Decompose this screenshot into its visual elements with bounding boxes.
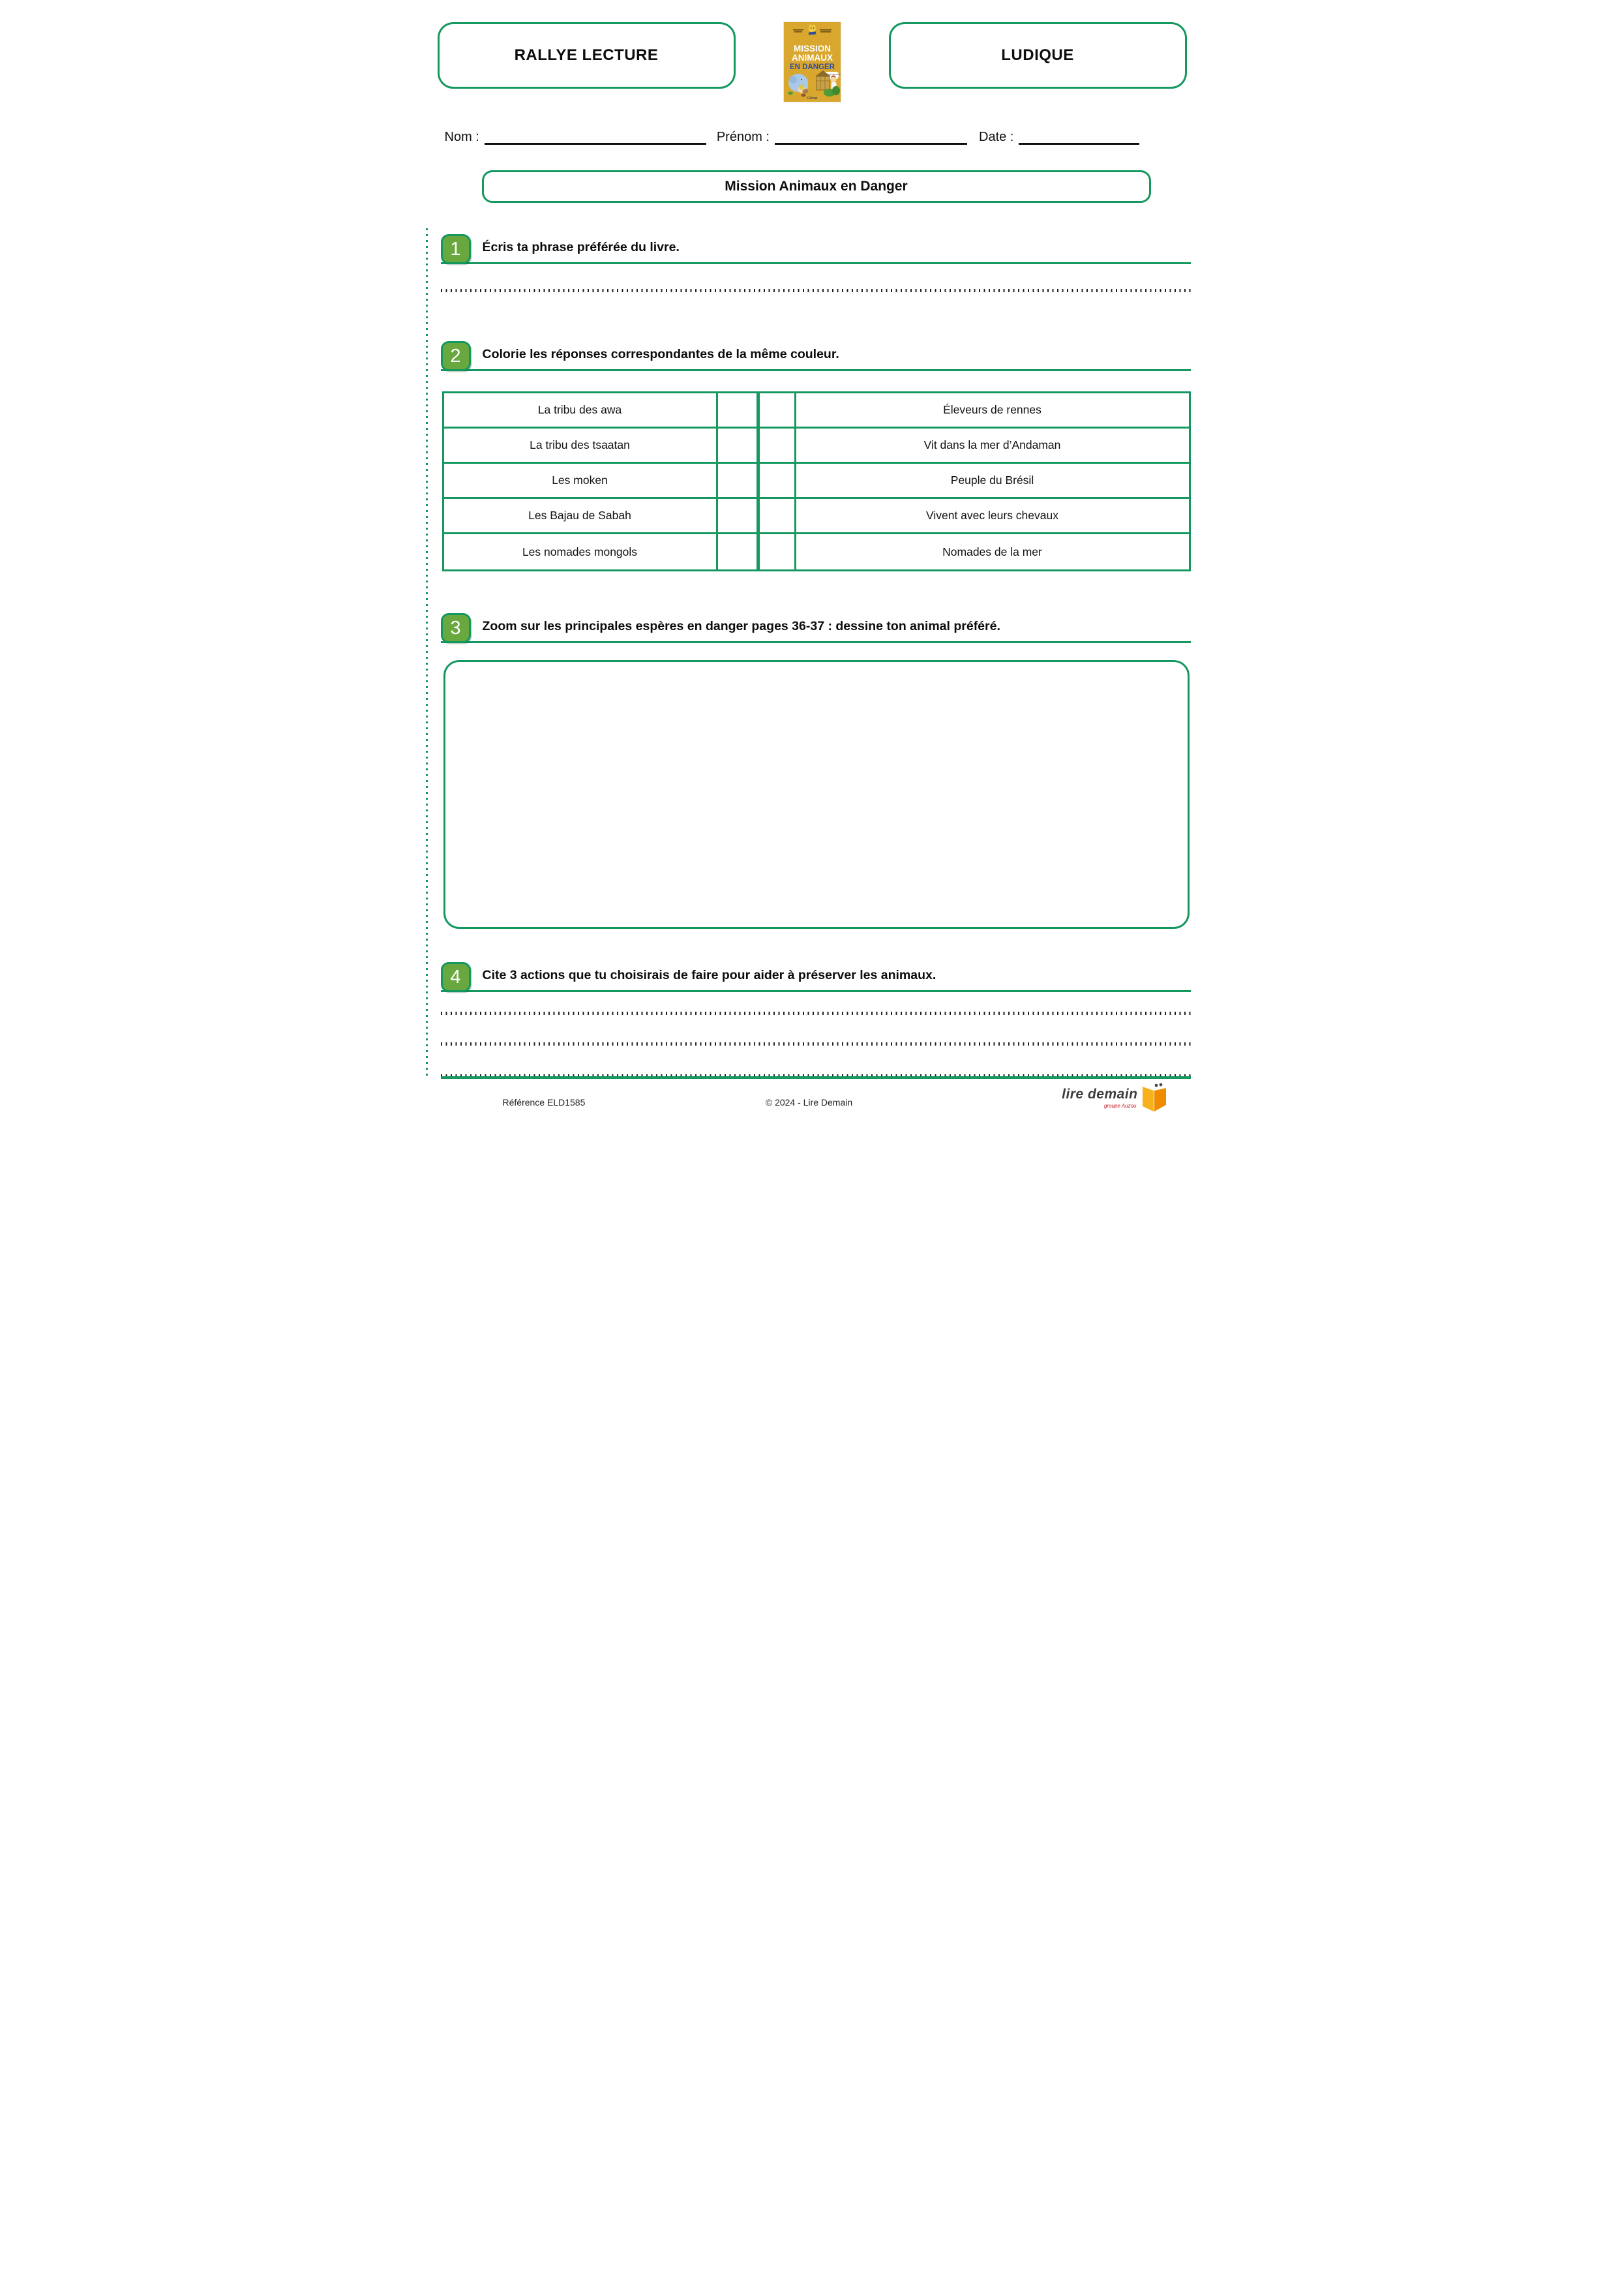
color-box-left <box>717 464 757 499</box>
author-credit-right-mark <box>819 29 831 31</box>
lire-demain-logo: lire demain groupe Auzou <box>1062 1083 1167 1115</box>
ludique-label: LUDIQUE <box>1001 46 1074 64</box>
rallye-lecture-label: RALLYE LECTURE <box>514 46 659 64</box>
worksheet-page: RALLYE LECTURE MISSION ANIMAUX EN DANGER <box>404 0 1214 1148</box>
question-4-number-badge: 4 <box>440 962 471 992</box>
rallye-lecture-badge: RALLYE LECTURE <box>437 22 736 89</box>
cover-title-line2: ANIMAUX <box>792 53 833 63</box>
nom-label: Nom : <box>444 130 479 144</box>
cover-publisher: Glénat <box>807 97 817 100</box>
table-gap <box>756 499 760 534</box>
answer-line-q4-1 <box>440 1012 1191 1015</box>
book-title: Mission Animaux en Danger <box>725 179 908 194</box>
table-cell-left: La tribu des tsaatan <box>443 429 718 464</box>
logo-group-label: groupe Auzou <box>1103 1103 1137 1109</box>
question-2-heading: 2 Colorie les réponses correspondantes d… <box>440 339 1191 371</box>
left-dashed-rule <box>425 228 428 1076</box>
table-cell-right: Vivent avec leurs chevaux <box>796 499 1189 534</box>
cat-logo-icon <box>808 23 816 35</box>
author-credit-left-mark <box>792 29 803 31</box>
svg-text:Engage-toi pour les sauver !: Engage-toi pour les sauver ! <box>818 73 841 76</box>
table-gap <box>757 534 760 569</box>
table-cell-right: Peuple du Brésil <box>796 464 1189 499</box>
matching-table: La tribu des awa Éleveurs de rennes La t… <box>442 391 1191 571</box>
open-book-icon <box>1142 1083 1166 1111</box>
cover-title-line3: EN DANGER <box>789 63 835 71</box>
question-3-text: Zoom sur les principales espères en dang… <box>482 618 1000 633</box>
cover-illustration <box>787 70 840 97</box>
prenom-label: Prénom : <box>716 130 770 144</box>
table-gap <box>756 464 760 499</box>
question-4-heading: 4 Cite 3 actions que tu choisirais de fa… <box>440 960 1191 992</box>
table-cell-left: La tribu des awa <box>443 393 718 429</box>
answer-line-q4-2 <box>440 1042 1191 1046</box>
table-cell-left: Les moken <box>443 464 718 499</box>
question-3-number: 3 <box>450 617 461 639</box>
prenom-write-line <box>775 129 967 145</box>
color-box-left <box>717 393 757 429</box>
question-3-number-badge: 3 <box>440 613 471 643</box>
color-box-left <box>717 429 757 464</box>
question-1-number: 1 <box>450 238 461 260</box>
footer-reference: Référence ELD1585 <box>502 1097 586 1108</box>
table-cell-right: Vit dans la mer d’Andaman <box>796 429 1189 464</box>
question-1-number-badge: 1 <box>440 234 471 264</box>
date-label: Date : <box>979 130 1014 144</box>
question-2-text: Colorie les réponses correspondantes de … <box>482 346 839 361</box>
color-box-right <box>759 429 796 464</box>
table-cell-right: Éleveurs de rennes <box>796 393 1189 429</box>
question-2-number: 2 <box>450 345 461 367</box>
logo-wordmark: lire demain <box>1062 1087 1138 1102</box>
question-4-text: Cite 3 actions que tu choisirais de fair… <box>482 967 936 982</box>
question-1-heading: 1 Écris ta phrase préférée du livre. <box>440 232 1191 264</box>
footer-copyright: © 2024 - Lire Demain <box>765 1097 853 1108</box>
color-box-left <box>717 499 757 534</box>
question-1-text: Écris ta phrase préférée du livre. <box>482 239 680 254</box>
identity-row: Nom : Prénom : Date : <box>445 125 1187 145</box>
question-4-number: 4 <box>450 966 461 988</box>
color-box-right <box>759 499 796 534</box>
date-write-line <box>1019 129 1140 145</box>
color-box-right <box>759 393 796 429</box>
table-cell-left: Les nomades mongols <box>444 534 718 569</box>
table-gap <box>756 429 760 464</box>
table-cell-left: Les Bajau de Sabah <box>443 499 718 534</box>
header: RALLYE LECTURE MISSION ANIMAUX EN DANGER <box>437 22 1187 102</box>
table-cell-right: Nomades de la mer <box>942 545 1042 558</box>
drawing-area <box>443 660 1190 929</box>
answer-line-q1 <box>440 289 1191 292</box>
book-cover-image: MISSION ANIMAUX EN DANGER Engage-toi pou… <box>783 22 841 102</box>
nom-write-line <box>484 129 706 145</box>
book-title-box: Mission Animaux en Danger <box>481 170 1151 203</box>
color-box-right <box>759 464 796 499</box>
answer-line-q4-3 <box>440 1074 1191 1078</box>
ludique-badge: LUDIQUE <box>888 22 1187 89</box>
color-box-right <box>760 534 796 569</box>
footer-rule <box>440 1076 1191 1079</box>
table-gap <box>756 393 760 429</box>
question-2-number-badge: 2 <box>440 341 471 371</box>
cover-title-line1: MISSION <box>793 44 830 53</box>
color-box-left <box>718 534 757 569</box>
question-3-heading: 3 Zoom sur les principales espères en da… <box>440 611 1191 643</box>
